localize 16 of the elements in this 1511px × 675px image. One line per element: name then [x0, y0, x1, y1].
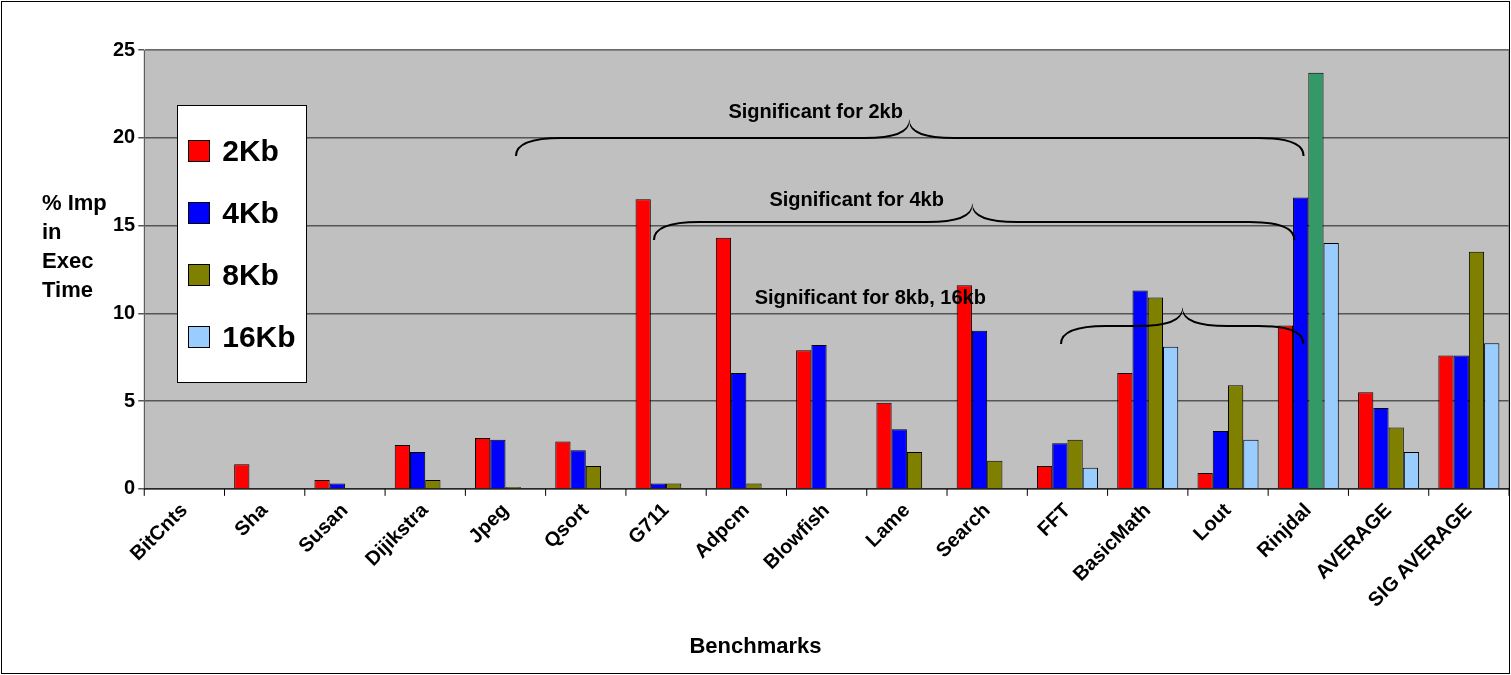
y-tick-label: 15 — [113, 213, 136, 236]
y-tick-label: 0 — [124, 476, 136, 499]
y-tick-label: 10 — [113, 300, 136, 323]
x-tick-label: Sha — [229, 497, 273, 541]
legend-label: 8Kb — [222, 258, 279, 292]
legend-label: 2Kb — [222, 134, 279, 168]
y-tick-label: 20 — [113, 125, 136, 148]
legend-label: 4Kb — [222, 196, 279, 230]
y-tick-label: 25 — [113, 37, 136, 60]
annotation: Significant for 2kb — [728, 99, 903, 123]
x-axis-title: Benchmarks — [688, 633, 823, 659]
x-tick-label: FFT — [1032, 498, 1075, 540]
y-tick-label: 5 — [124, 388, 136, 411]
annotation: Significant for 4kb — [769, 187, 944, 211]
y-axis-title: % Imp in Exec Time — [42, 189, 108, 304]
legend-label: 16Kb — [222, 320, 296, 354]
